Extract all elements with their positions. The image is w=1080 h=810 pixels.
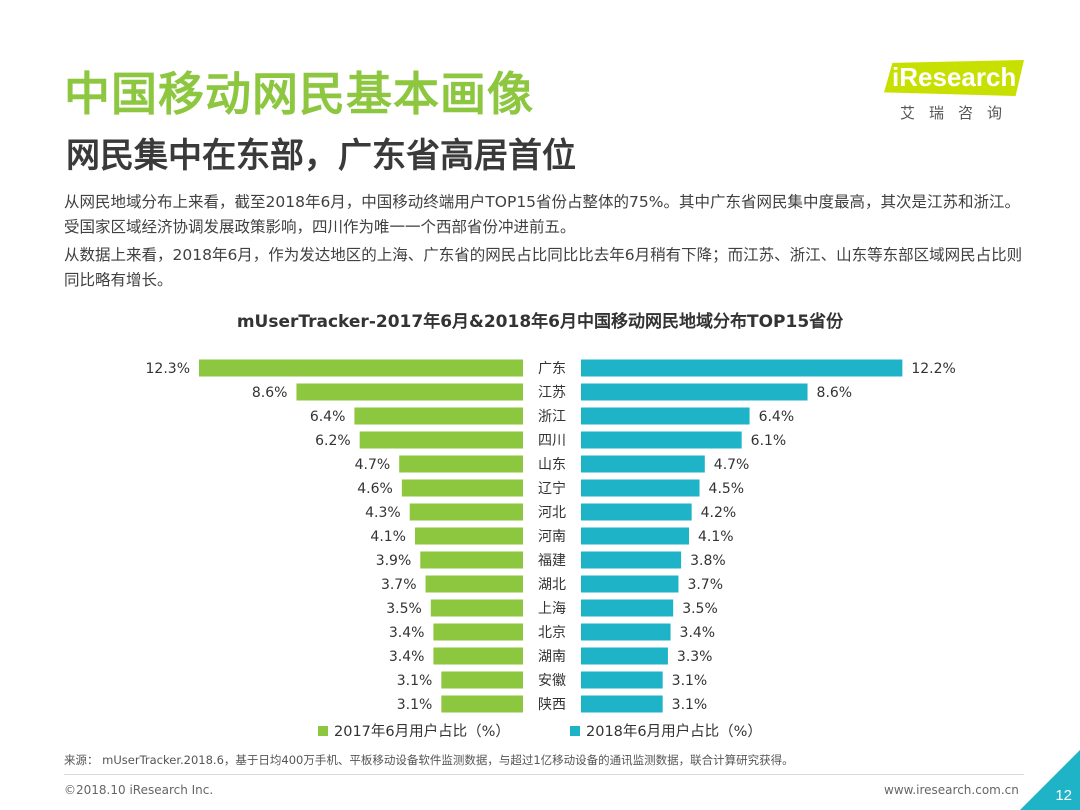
category-label: 陕西 bbox=[538, 697, 566, 713]
category-label: 河北 bbox=[538, 505, 566, 521]
body-paragraph-2: 从数据上来看，2018年6月，作为发达地区的上海、广东省的网民占比同比比去年6月… bbox=[64, 246, 1023, 289]
data-label-2018: 6.4% bbox=[759, 409, 795, 425]
data-label-2017: 4.1% bbox=[370, 529, 406, 545]
logo-subtext: 艾瑞咨询 bbox=[900, 104, 1017, 122]
data-label-2017: 12.3% bbox=[146, 361, 190, 377]
bar-2018 bbox=[581, 599, 674, 617]
bar-2017 bbox=[420, 551, 523, 569]
bar-2017 bbox=[409, 503, 523, 521]
category-label: 山东 bbox=[538, 457, 566, 473]
bar-2017 bbox=[441, 671, 523, 689]
data-label-2018: 8.6% bbox=[817, 385, 853, 401]
bar-2018 bbox=[581, 527, 689, 545]
bar-2018 bbox=[581, 455, 705, 473]
category-label: 上海 bbox=[538, 601, 566, 617]
bar-2017 bbox=[441, 695, 523, 713]
category-label: 湖南 bbox=[538, 649, 566, 665]
data-label-2018: 3.1% bbox=[672, 673, 708, 689]
category-label: 湖北 bbox=[538, 577, 566, 593]
body-paragraph-1: 从网民地域分布上来看，截至2018年6月，中国移动终端用户TOP15省份占整体的… bbox=[64, 193, 1021, 236]
page-subtitle: 网民集中在东部，广东省高居首位 bbox=[66, 136, 576, 176]
category-label: 江苏 bbox=[538, 385, 566, 401]
category-label: 辽宁 bbox=[538, 480, 566, 497]
bar-2017 bbox=[296, 383, 523, 401]
bar-2017 bbox=[430, 599, 523, 617]
data-label-2018: 3.4% bbox=[680, 625, 716, 641]
bar-2017 bbox=[354, 407, 523, 425]
source-note: 来源： mUserTracker.2018.6，基于日均400万手机、平板移动设… bbox=[64, 753, 794, 767]
chart-title: mUserTracker-2017年6月&2018年6月中国移动网民地域分布TO… bbox=[237, 311, 844, 332]
category-label: 福建 bbox=[538, 553, 566, 569]
bar-2017 bbox=[401, 479, 523, 497]
bar-2018 bbox=[581, 671, 663, 689]
data-label-2018: 3.3% bbox=[677, 649, 713, 665]
page-title: 中国移动网民基本画像 bbox=[64, 67, 534, 121]
bar-2017 bbox=[425, 575, 523, 593]
legend-label-2018: 2018年6月用户占比（%） bbox=[586, 723, 762, 740]
data-label-2017: 3.7% bbox=[381, 577, 417, 593]
data-label-2018: 4.5% bbox=[709, 481, 745, 497]
butterfly-bar-chart: mUserTracker-2017年6月&2018年6月中国移动网民地域分布TO… bbox=[146, 311, 956, 740]
website-url: www.iresearch.com.cn bbox=[884, 783, 1019, 797]
data-label-2017: 6.2% bbox=[315, 433, 351, 449]
footer-divider bbox=[64, 774, 1024, 775]
bar-2018 bbox=[581, 431, 742, 449]
bar-2018 bbox=[581, 551, 682, 569]
data-label-2018: 3.5% bbox=[682, 601, 718, 617]
bar-2017 bbox=[415, 527, 523, 545]
data-label-2017: 6.4% bbox=[310, 409, 346, 425]
bar-2017 bbox=[199, 359, 523, 377]
logo-text: iResearch bbox=[892, 62, 1017, 92]
bar-2018 bbox=[581, 695, 663, 713]
data-label-2017: 4.7% bbox=[355, 457, 391, 473]
legend-swatch-2017 bbox=[318, 726, 328, 736]
iresearch-logo: iResearch 艾瑞咨询 bbox=[884, 58, 1034, 128]
data-label-2018: 4.1% bbox=[698, 529, 734, 545]
legend-label-2017: 2017年6月用户占比（%） bbox=[334, 723, 510, 740]
data-label-2017: 4.6% bbox=[357, 481, 393, 497]
category-label: 河南 bbox=[538, 529, 566, 545]
bar-2018 bbox=[581, 359, 903, 377]
bar-2018 bbox=[581, 575, 679, 593]
category-label: 广东 bbox=[538, 361, 566, 377]
data-label-2018: 3.1% bbox=[672, 697, 708, 713]
bar-2018 bbox=[581, 503, 692, 521]
data-label-2017: 4.3% bbox=[365, 505, 401, 521]
data-label-2017: 3.1% bbox=[397, 673, 433, 689]
data-label-2017: 3.4% bbox=[389, 649, 425, 665]
data-label-2018: 12.2% bbox=[911, 361, 955, 377]
data-label-2018: 3.8% bbox=[690, 553, 726, 569]
bar-2018 bbox=[581, 407, 750, 425]
category-label: 安徽 bbox=[538, 673, 566, 689]
data-label-2017: 8.6% bbox=[252, 385, 288, 401]
bar-2017 bbox=[399, 455, 523, 473]
legend-swatch-2018 bbox=[570, 726, 580, 736]
bar-2018 bbox=[581, 647, 668, 665]
page-number: 12 bbox=[1055, 787, 1072, 804]
data-label-2017: 3.4% bbox=[389, 625, 425, 641]
category-label: 浙江 bbox=[538, 409, 566, 425]
data-label-2018: 3.7% bbox=[687, 577, 723, 593]
logo-band bbox=[884, 60, 1024, 96]
category-label: 四川 bbox=[538, 433, 566, 449]
data-label-2017: 3.9% bbox=[376, 553, 412, 569]
bar-2017 bbox=[433, 623, 523, 641]
bar-2017 bbox=[433, 647, 523, 665]
category-label: 北京 bbox=[538, 625, 566, 641]
data-label-2018: 4.2% bbox=[701, 505, 737, 521]
data-label-2018: 6.1% bbox=[751, 433, 787, 449]
data-label-2017: 3.5% bbox=[386, 601, 422, 617]
bar-2018 bbox=[581, 383, 808, 401]
copyright: ©2018.10 iResearch Inc. bbox=[64, 783, 214, 797]
bar-2018 bbox=[581, 623, 671, 641]
data-label-2018: 4.7% bbox=[714, 457, 750, 473]
data-label-2017: 3.1% bbox=[397, 697, 433, 713]
bar-2018 bbox=[581, 479, 700, 497]
bar-2017 bbox=[359, 431, 523, 449]
